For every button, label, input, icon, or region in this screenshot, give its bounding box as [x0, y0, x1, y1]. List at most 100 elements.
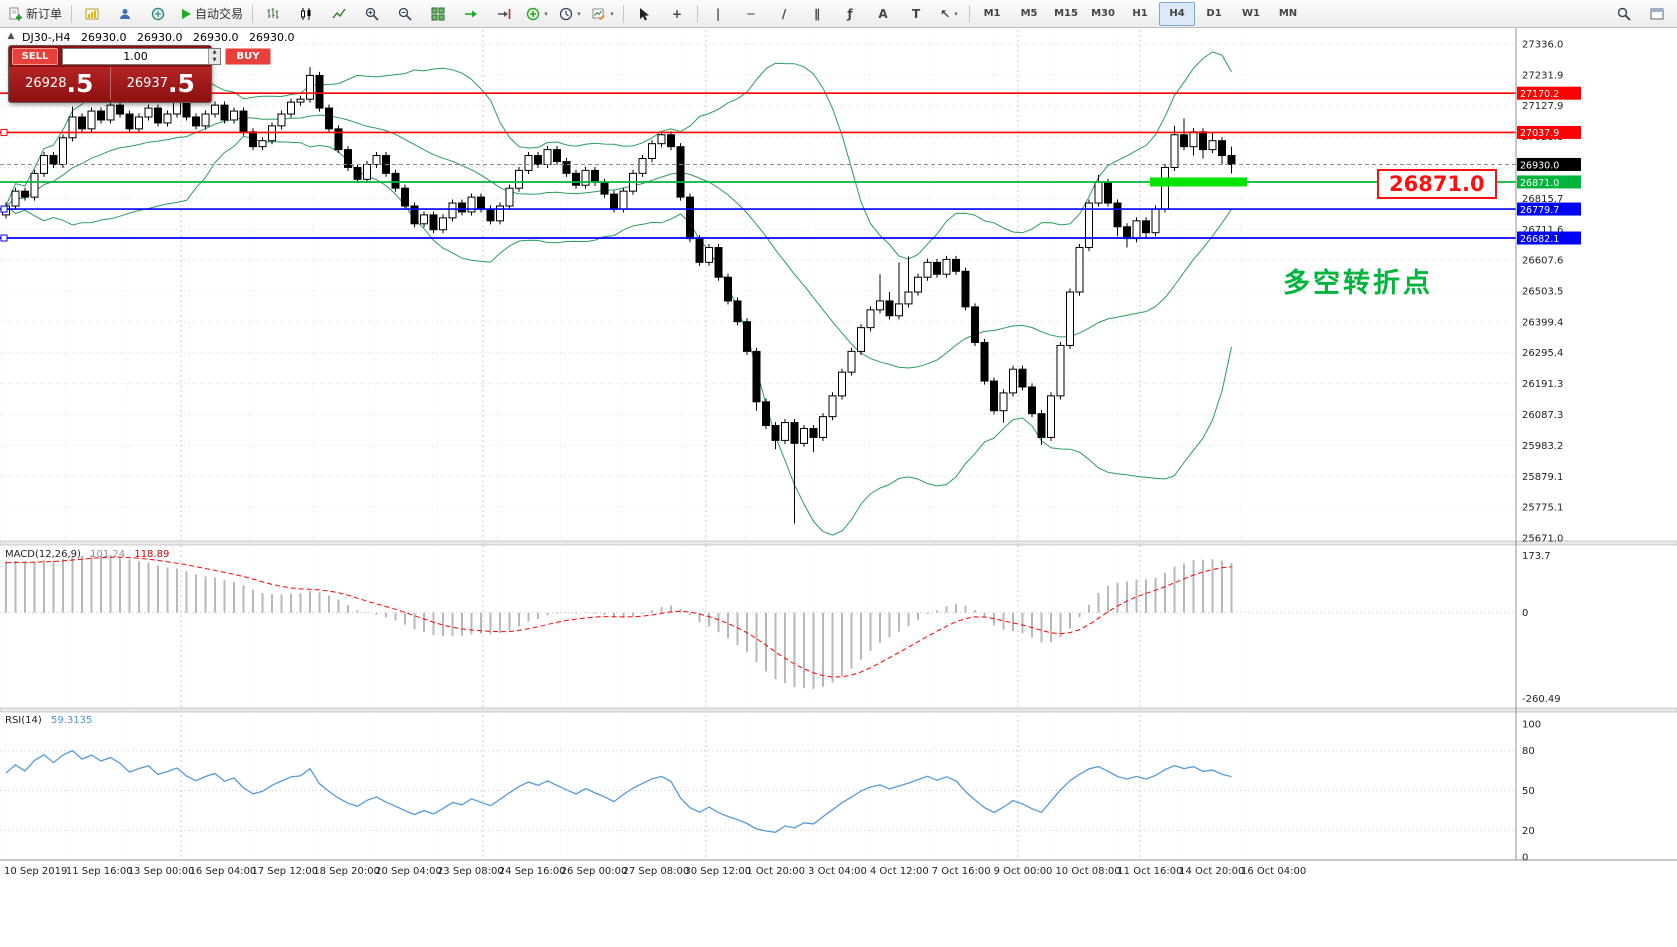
timeframe-h4[interactable]: H4 [1159, 1, 1196, 26]
bar-chart-button[interactable] [257, 2, 289, 26]
chart-title: DJ30-,H4 26930.0 26930.0 26930.0 26930.0 [22, 31, 301, 44]
svg-text:11 Sep 16:00: 11 Sep 16:00 [66, 866, 133, 877]
macd-panel [0, 554, 1516, 689]
grid-layer [0, 30, 1516, 860]
volume-up-icon[interactable]: ▲ [209, 49, 220, 57]
auto-scroll-icon [465, 10, 478, 17]
vertical-line-tool[interactable]: | [702, 2, 734, 26]
macd-main-value: 101.24 [90, 549, 126, 560]
svg-text:1 Oct 20:00: 1 Oct 20:00 [746, 866, 805, 877]
timeframe-w1[interactable]: W1 [1242, 8, 1261, 19]
label-tool[interactable]: T [900, 2, 932, 26]
autotrading-play-icon [182, 8, 192, 19]
svg-text:26 Sep 00:00: 26 Sep 00:00 [561, 866, 628, 877]
turning-point-annotation[interactable]: 多空转折点 [1283, 268, 1433, 299]
horizontal-line-tool[interactable]: ─ [735, 2, 767, 26]
indicators-button[interactable]: ▾ [521, 2, 553, 26]
zoom-in-button[interactable] [356, 2, 388, 26]
timeframe-mn[interactable]: MN [1278, 8, 1298, 19]
channel-tool[interactable]: ∥ [801, 2, 833, 26]
data-window-button[interactable] [142, 2, 174, 26]
timeframe-d1[interactable]: D1 [1206, 8, 1222, 19]
new-order-button[interactable]: 新订单 [4, 2, 67, 26]
periods-button[interactable]: ▾ [554, 2, 586, 26]
autotrading-button[interactable]: 自动交易 [175, 2, 248, 26]
price-callout[interactable]: 26871.0 [1377, 169, 1497, 199]
candlestick-button[interactable] [290, 2, 322, 26]
svg-text:4 Oct 12:00: 4 Oct 12:00 [870, 866, 929, 877]
periods-dropdown-icon: ▾ [577, 9, 581, 18]
hline-handle[interactable] [0, 205, 8, 213]
buy-button[interactable]: BUY [225, 48, 271, 65]
volume-down-icon[interactable]: ▼ [209, 56, 220, 64]
toolbar-separator [623, 4, 625, 23]
templates-dropdown-icon: ▾ [610, 9, 614, 18]
new-order-icon [9, 7, 22, 20]
rsi-splitter[interactable] [0, 707, 1677, 713]
volume-input[interactable] [63, 49, 208, 64]
price-lines-layer[interactable] [0, 92, 1516, 242]
svg-text:26399.4: 26399.4 [1522, 317, 1563, 328]
timeframe-m15[interactable]: M15 [1054, 8, 1078, 19]
trendline-icon: / [781, 6, 787, 21]
timeframe-m5[interactable]: M5 [1020, 8, 1038, 19]
line-chart-button[interactable] [323, 2, 355, 26]
svg-text:26930.0: 26930.0 [1520, 160, 1559, 171]
cursor-button[interactable] [628, 2, 660, 26]
data-window-icon [151, 7, 165, 20]
window-layout-button[interactable] [1641, 2, 1673, 26]
rsi-panel [0, 749, 1516, 833]
search-button[interactable] [1608, 2, 1640, 26]
highlight-segment[interactable] [1150, 177, 1247, 187]
templates-button[interactable]: ▾ [587, 2, 619, 26]
profiles-button[interactable] [109, 2, 141, 26]
svg-text:27 Sep 08:00: 27 Sep 08:00 [623, 866, 690, 877]
text-tool[interactable]: A [867, 2, 899, 26]
hline-handle[interactable] [0, 234, 8, 242]
macd-splitter[interactable] [0, 540, 1677, 546]
svg-text:50: 50 [1522, 786, 1535, 797]
ohlc-high: 26930.0 [136, 31, 183, 44]
fibonacci-tool[interactable]: ƒ [834, 2, 866, 26]
timeframe-h1[interactable]: H1 [1132, 8, 1148, 19]
trendline-tool[interactable]: / [768, 2, 800, 26]
one-click-collapse-button[interactable]: ▲ [7, 31, 15, 41]
text-icon: A [878, 6, 888, 21]
arrows-tool[interactable]: ↖ ▾ [933, 2, 965, 26]
svg-text:26087.3: 26087.3 [1522, 410, 1563, 421]
tile-windows-icon [431, 7, 445, 20]
hline-handle[interactable] [0, 128, 8, 136]
sell-price-main: 26928 [25, 76, 67, 91]
svg-text:26711.6: 26711.6 [1522, 225, 1563, 236]
chart-shift-button[interactable] [488, 2, 520, 26]
crosshair-button[interactable]: + [661, 2, 693, 26]
svg-text:30 Sep 12:00: 30 Sep 12:00 [684, 866, 751, 877]
zoom-out-button[interactable] [389, 2, 421, 26]
auto-scroll-button[interactable] [455, 2, 487, 26]
buy-price-button[interactable]: 26937 .5 [110, 67, 211, 100]
symbol-period-label: DJ30-,H4 [22, 31, 71, 44]
tile-windows-button[interactable] [422, 2, 454, 26]
timeframe-m1[interactable]: M1 [983, 8, 1001, 19]
timeframe-m30[interactable]: M30 [1091, 8, 1115, 19]
channel-icon: ∥ [814, 6, 821, 21]
templates-icon [592, 8, 606, 20]
new-chart-button[interactable] [76, 2, 108, 26]
zoom-out-icon [398, 7, 412, 21]
svg-text:16 Oct 04:00: 16 Oct 04:00 [1241, 866, 1306, 877]
svg-text:27127.9: 27127.9 [1522, 101, 1563, 112]
rsi-indicator-label: RSI(14) 59.3135 [5, 715, 98, 726]
zoom-in-icon [365, 7, 379, 21]
profiles-icon [120, 8, 131, 19]
buy-price-pips: .5 [167, 69, 195, 98]
sell-button[interactable]: SELL [12, 48, 58, 65]
svg-text:26682.1: 26682.1 [1520, 234, 1559, 245]
price-tags: 27170.2 27037.9 26871.0 26779.7 26682.1 26930… [1517, 86, 1581, 245]
svg-text:26815.7: 26815.7 [1522, 194, 1563, 205]
svg-text:25775.1: 25775.1 [1522, 503, 1563, 514]
svg-text:27231.9: 27231.9 [1522, 70, 1563, 81]
macd-name: MACD(12,26,9) [5, 549, 81, 560]
sell-price-button[interactable]: 26928 .5 [9, 67, 111, 100]
